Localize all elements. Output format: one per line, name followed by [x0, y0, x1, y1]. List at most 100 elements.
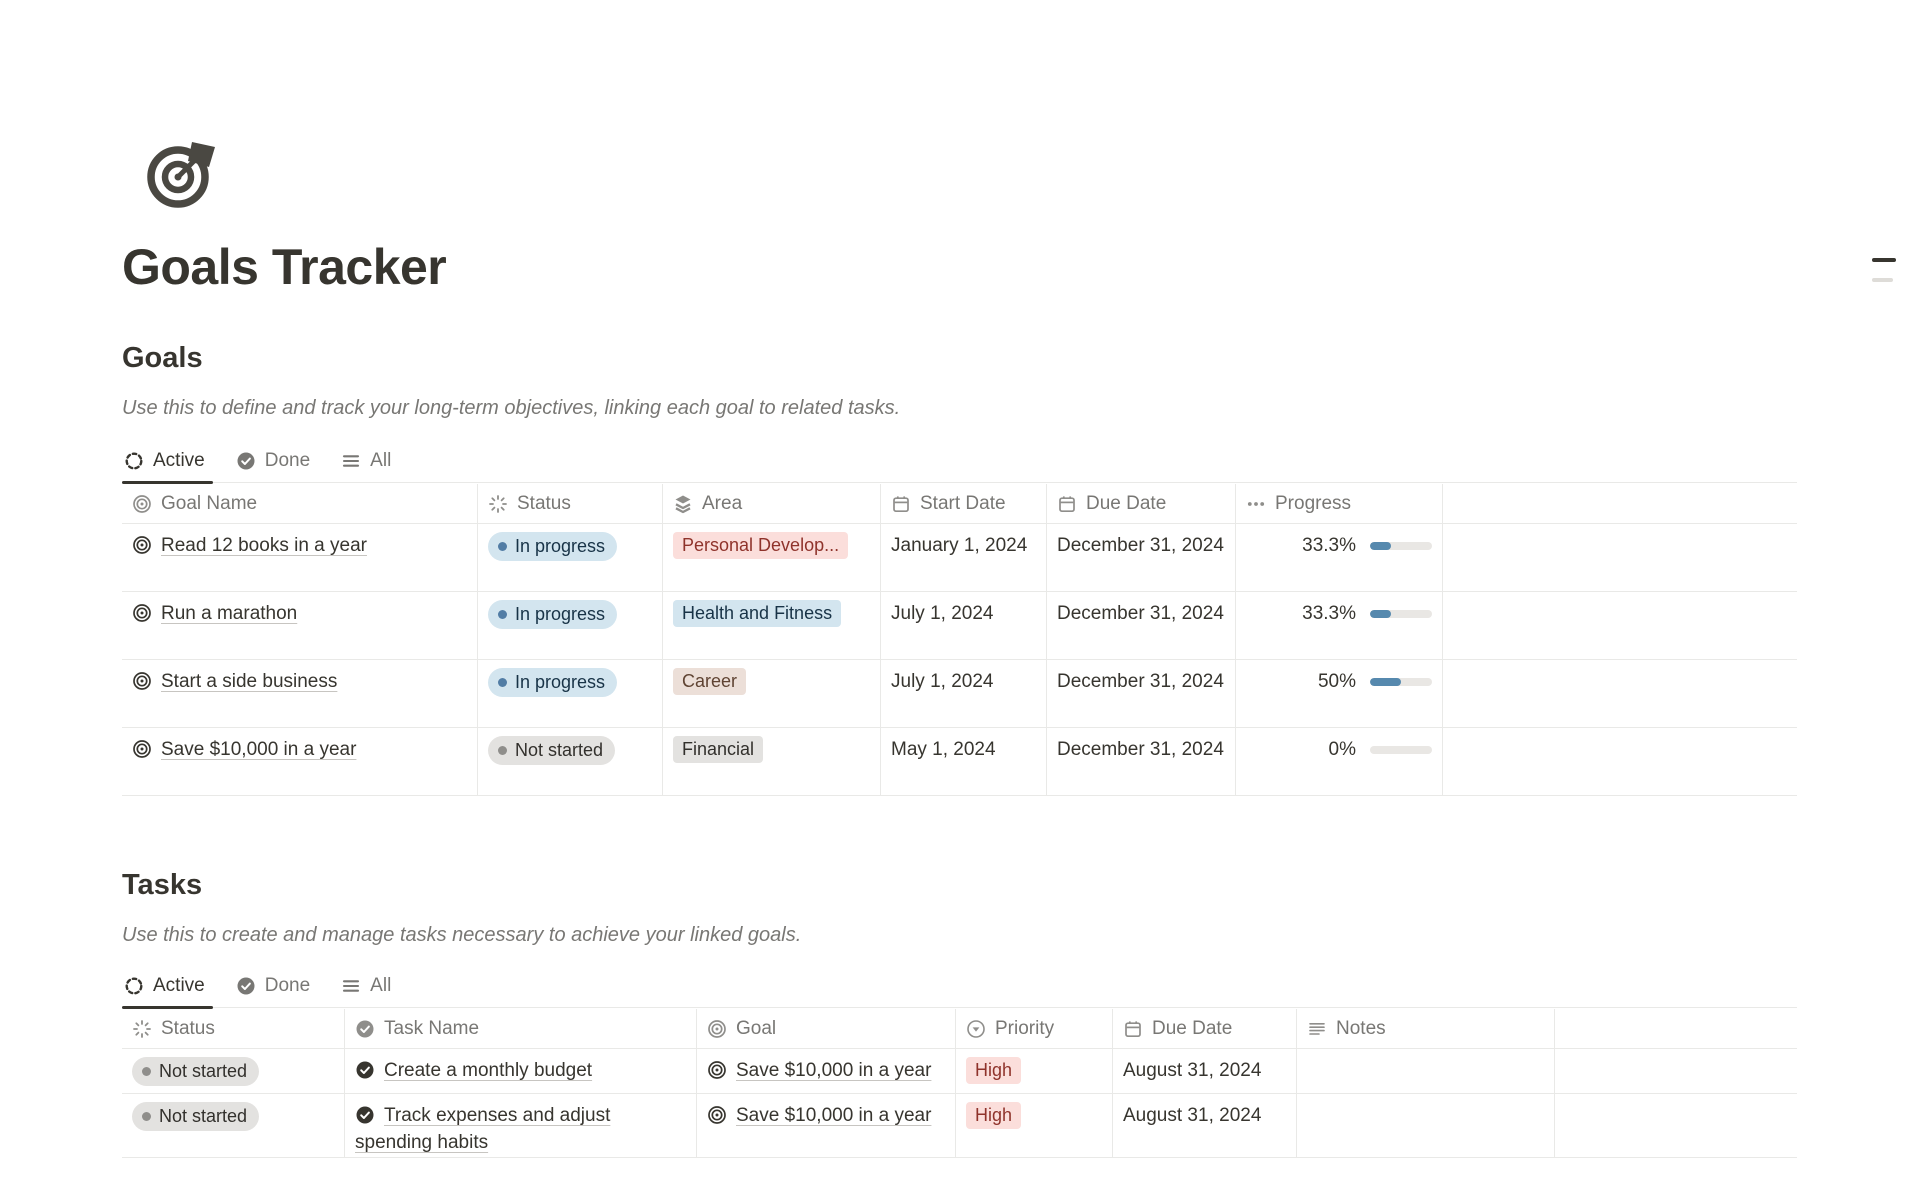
list-icon	[341, 976, 361, 996]
goals-view-tabs: Active Done All	[122, 439, 1797, 484]
row-spacer	[1554, 1049, 1797, 1094]
start-date-cell[interactable]: May 1, 2024	[880, 728, 1046, 796]
notes-cell[interactable]	[1296, 1049, 1554, 1094]
column-header-priority[interactable]: Priority	[955, 1009, 1112, 1049]
area-cell[interactable]: Personal Develop...	[662, 524, 880, 592]
check-circle-icon	[236, 451, 256, 471]
due-date-cell[interactable]: December 31, 2024	[1046, 660, 1235, 728]
tab-done[interactable]: Done	[234, 439, 312, 482]
target-icon	[707, 1105, 727, 1125]
column-header-progress[interactable]: Progress	[1235, 484, 1442, 524]
goal-relation-link[interactable]: Save $10,000 in a year	[736, 1060, 932, 1081]
column-header-due-date[interactable]: Due Date	[1046, 484, 1235, 524]
calendar-icon	[891, 494, 911, 514]
table-header-spacer	[1554, 1009, 1797, 1049]
tab-done[interactable]: Done	[234, 964, 312, 1007]
page-icon-target-dart[interactable]	[142, 134, 222, 214]
column-header-goal[interactable]: Goal	[696, 1009, 955, 1049]
column-header-due-date[interactable]: Due Date	[1112, 1009, 1296, 1049]
tab-active[interactable]: Active	[122, 439, 213, 484]
progress-cell: 33.3%	[1235, 592, 1442, 660]
due-date-cell[interactable]: December 31, 2024	[1046, 728, 1235, 796]
task-name-link[interactable]: Create a monthly budget	[384, 1060, 593, 1081]
priority-tag: High	[966, 1102, 1022, 1129]
dots-icon	[1246, 494, 1266, 514]
toc-indicator-line[interactable]	[1872, 278, 1893, 282]
tab-label: All	[370, 974, 392, 996]
goals-section-description: Use this to define and track your long-t…	[122, 397, 901, 419]
tasks-view-tabs: Active Done All	[122, 964, 1797, 1009]
goal-name-link[interactable]: Read 12 books in a year	[161, 535, 367, 556]
list-icon	[341, 451, 361, 471]
status-cell[interactable]: Not started	[122, 1049, 344, 1094]
due-date-cell[interactable]: December 31, 2024	[1046, 592, 1235, 660]
status-cell[interactable]: In progress	[477, 524, 662, 592]
check-circle-icon	[355, 1019, 375, 1039]
spinner-icon	[132, 1019, 152, 1039]
column-label: Area	[702, 493, 743, 514]
progress-value: 0%	[1328, 739, 1356, 760]
tab-label: All	[370, 449, 392, 471]
status-pill: In progress	[488, 600, 618, 629]
dashed-circle-icon	[124, 451, 144, 471]
target-icon	[132, 671, 152, 691]
area-cell[interactable]: Career	[662, 660, 880, 728]
task-name-link[interactable]: Track expenses and adjust spending habit…	[355, 1105, 611, 1153]
column-label: Start Date	[920, 493, 1006, 514]
spinner-icon	[488, 494, 508, 514]
column-header-task-name[interactable]: Task Name	[344, 1009, 696, 1049]
tab-all[interactable]: All	[339, 964, 393, 1007]
column-header-status[interactable]: Status	[122, 1009, 344, 1049]
column-header-goal-name[interactable]: Goal Name	[122, 484, 477, 524]
toc-indicator-line-active[interactable]	[1872, 258, 1896, 262]
area-tag: Career	[673, 668, 747, 695]
row-spacer	[1442, 728, 1797, 796]
area-tag: Health and Fitness	[673, 600, 842, 627]
status-dot	[142, 1112, 151, 1121]
target-icon	[707, 1060, 727, 1080]
column-header-start-date[interactable]: Start Date	[880, 484, 1046, 524]
priority-cell[interactable]: High	[955, 1094, 1112, 1158]
check-circle-icon	[355, 1060, 375, 1080]
due-date-cell[interactable]: December 31, 2024	[1046, 524, 1235, 592]
goal-name-link[interactable]: Save $10,000 in a year	[161, 739, 357, 760]
start-date-cell[interactable]: July 1, 2024	[880, 660, 1046, 728]
goal-name-link[interactable]: Run a marathon	[161, 603, 298, 624]
tab-all[interactable]: All	[339, 439, 393, 482]
tab-active[interactable]: Active	[122, 964, 213, 1009]
area-cell[interactable]: Financial	[662, 728, 880, 796]
status-cell[interactable]: Not started	[477, 728, 662, 796]
check-circle-icon	[355, 1105, 375, 1125]
due-date-cell[interactable]: August 31, 2024	[1112, 1094, 1296, 1158]
table-header-spacer	[1442, 484, 1797, 524]
column-header-area[interactable]: Area	[662, 484, 880, 524]
area-cell[interactable]: Health and Fitness	[662, 592, 880, 660]
notes-cell[interactable]	[1296, 1094, 1554, 1158]
column-label: Due Date	[1086, 493, 1167, 514]
column-label: Priority	[995, 1018, 1055, 1039]
progress-bar	[1370, 678, 1432, 686]
status-cell[interactable]: Not started	[122, 1094, 344, 1158]
target-icon	[132, 603, 152, 623]
goal-name-link[interactable]: Start a side business	[161, 671, 338, 692]
start-date-cell[interactable]: January 1, 2024	[880, 524, 1046, 592]
goal-relation-link[interactable]: Save $10,000 in a year	[736, 1105, 932, 1126]
goal-relation-cell: Save $10,000 in a year	[696, 1049, 955, 1094]
status-cell[interactable]: In progress	[477, 660, 662, 728]
dashed-circle-icon	[124, 976, 144, 996]
page-title[interactable]: Goals Tracker	[122, 239, 447, 295]
column-header-status[interactable]: Status	[477, 484, 662, 524]
tab-label: Active	[153, 449, 205, 471]
goal-relation-cell: Save $10,000 in a year	[696, 1094, 955, 1158]
goal-name-cell: Read 12 books in a year	[122, 524, 477, 592]
status-cell[interactable]: In progress	[477, 592, 662, 660]
target-icon	[707, 1019, 727, 1039]
start-date-cell[interactable]: July 1, 2024	[880, 592, 1046, 660]
target-icon	[132, 535, 152, 555]
column-header-notes[interactable]: Notes	[1296, 1009, 1554, 1049]
area-tag: Financial	[673, 736, 764, 763]
due-date-cell[interactable]: August 31, 2024	[1112, 1049, 1296, 1094]
status-pill: In progress	[488, 668, 618, 697]
priority-cell[interactable]: High	[955, 1049, 1112, 1094]
tab-label: Done	[264, 974, 311, 996]
